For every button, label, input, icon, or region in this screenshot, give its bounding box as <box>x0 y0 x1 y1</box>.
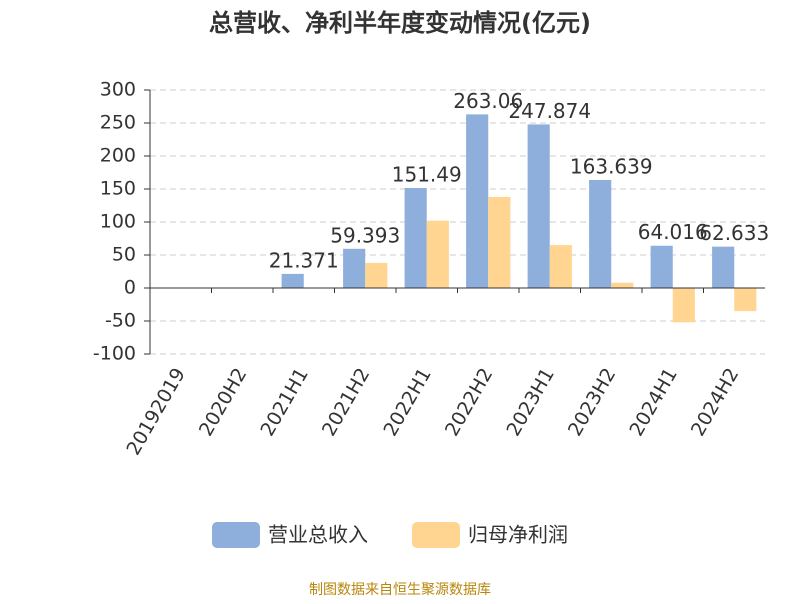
chart-title: 总营收、净利半年度变动情况(亿元) <box>209 9 591 37</box>
data-label: 151.49 <box>392 163 462 187</box>
footer: 制图数据来自恒生聚源数据库 <box>309 582 491 598</box>
legend-swatch <box>412 522 460 548</box>
legend-label: 营业总收入 <box>268 523 368 547</box>
bar <box>343 248 366 288</box>
y-tick-label: -50 <box>105 310 136 332</box>
y-tick-label: 0 <box>124 277 136 299</box>
bar <box>712 246 735 288</box>
data-label: 247.874 <box>508 99 591 123</box>
bar <box>365 262 388 288</box>
y-tick-label: 100 <box>100 211 136 233</box>
x-tick-label: 20192019 <box>122 364 189 459</box>
x-tick-label: 2023H1 <box>502 364 558 440</box>
bar <box>466 114 489 288</box>
x-tick-label: 2021H2 <box>318 364 374 440</box>
data-label: 64.016 <box>638 220 708 244</box>
bar <box>426 220 449 288</box>
y-tick-label: -100 <box>93 343 136 365</box>
x-tick-label: 2024H1 <box>625 364 681 440</box>
bar <box>488 196 511 288</box>
bar <box>281 273 304 288</box>
x-tick-label: 2023H2 <box>564 364 620 440</box>
y-tick-label: 150 <box>100 178 136 200</box>
bar <box>549 245 572 288</box>
x-tick-label: 2024H2 <box>687 364 743 440</box>
data-label: 59.393 <box>330 223 400 247</box>
data-label: 263.06 <box>453 89 523 113</box>
data-label: 21.371 <box>269 248 339 272</box>
y-tick-label: 250 <box>100 112 136 134</box>
bar <box>404 188 427 288</box>
y-tick-label: 50 <box>112 244 136 266</box>
bar <box>672 288 695 323</box>
y-tick-label: 300 <box>100 79 136 101</box>
bar <box>589 179 612 288</box>
data-label: 163.639 <box>570 154 653 178</box>
x-tick-label: 2020H2 <box>195 364 251 440</box>
y-tick-label: 200 <box>100 145 136 167</box>
bar <box>650 245 673 288</box>
legend-swatch <box>212 522 260 548</box>
bar <box>527 124 550 288</box>
x-tick-label: 2022H1 <box>379 364 435 440</box>
x-tick-label: 2022H2 <box>441 364 497 440</box>
legend-label: 归母净利润 <box>468 523 568 547</box>
bar <box>611 282 634 288</box>
data-label: 62.633 <box>699 221 769 245</box>
x-tick-label: 2021H1 <box>256 364 312 440</box>
bar <box>734 288 757 312</box>
